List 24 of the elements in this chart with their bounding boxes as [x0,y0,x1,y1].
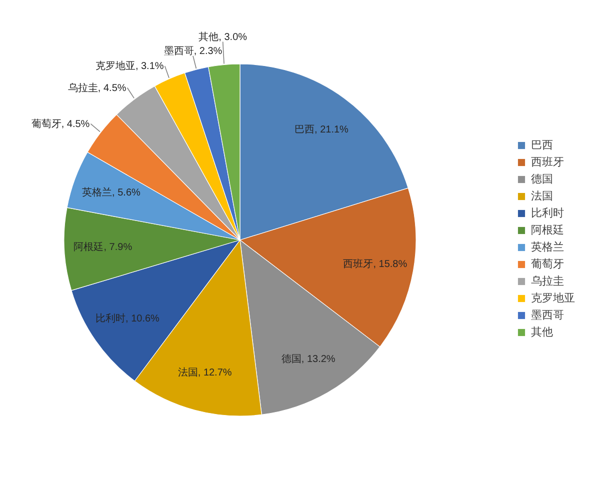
data-label: 葡萄牙, 4.5% [31,118,90,130]
data-label: 英格兰, 5.6% [82,186,141,198]
data-label: 乌拉圭, 4.5% [68,82,126,94]
data-label: 其他, 3.0% [198,30,248,43]
data-label: 克罗地亚, 3.1% [95,60,164,72]
legend-label: 法国 [531,190,553,202]
legend-label: 其他 [531,326,553,338]
legend-label: 英格兰 [531,240,564,254]
legend-label: 德国 [531,174,553,186]
legend-label: 阿根廷 [531,224,564,236]
legend-label: 西班牙 [531,156,564,168]
data-label: 阿根廷, 7.9% [74,241,132,254]
legend-label: 克罗地亚 [531,292,575,304]
data-label: 比利时, 10.6% [96,312,160,325]
data-label: 西班牙, 15.8% [343,258,408,270]
legend-label: 比利时 [531,206,564,220]
legend-label: 乌拉圭 [531,274,564,288]
legend-label: 巴西 [531,140,553,152]
legend-label: 葡萄牙 [531,258,564,270]
legend-label: 墨西哥 [531,310,564,322]
data-label: 墨西哥, 2.3% [164,46,222,57]
data-label: 巴西, 21.1% [294,124,349,136]
data-label: 法国, 12.7% [178,366,232,379]
data-label: 德国, 13.2% [281,354,336,366]
